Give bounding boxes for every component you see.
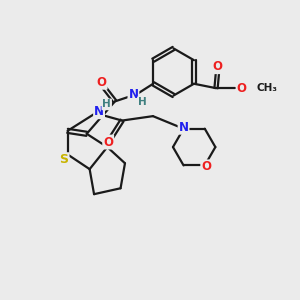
Text: O: O xyxy=(201,160,211,173)
Text: H: H xyxy=(102,99,111,110)
Text: O: O xyxy=(237,82,247,95)
Text: H: H xyxy=(138,97,147,107)
Text: N: N xyxy=(128,88,138,100)
Text: S: S xyxy=(59,153,68,166)
Text: N: N xyxy=(178,121,189,134)
Text: N: N xyxy=(94,105,104,118)
Text: CH₃: CH₃ xyxy=(256,83,278,93)
Text: O: O xyxy=(103,136,113,148)
Text: O: O xyxy=(212,60,223,73)
Text: O: O xyxy=(97,76,106,89)
